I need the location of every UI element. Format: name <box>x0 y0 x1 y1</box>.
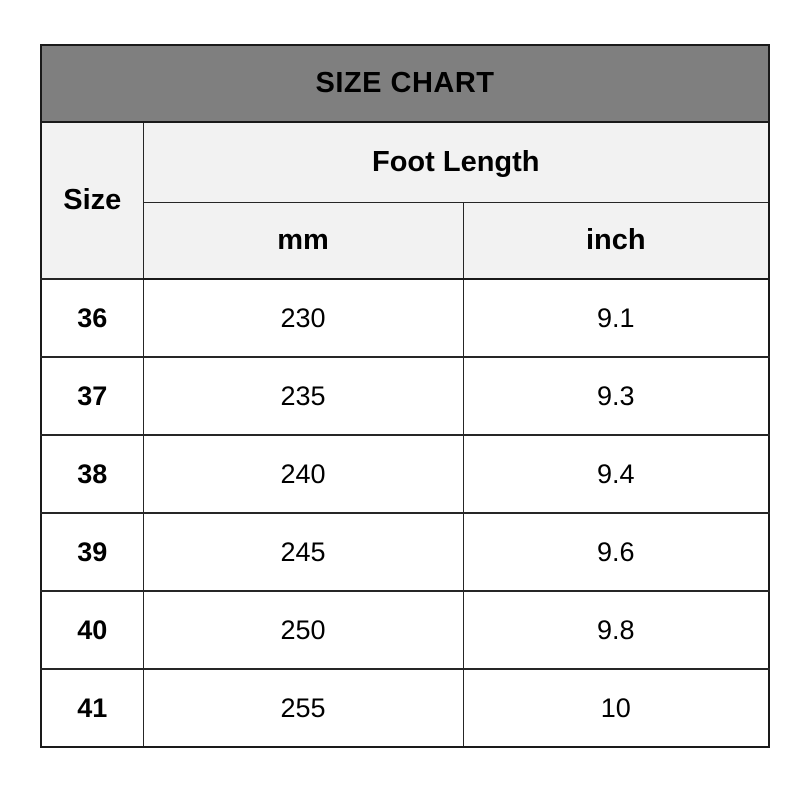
size-cell: 38 <box>40 434 144 514</box>
inch-cell: 9.8 <box>462 590 770 670</box>
table-row: 38 240 9.4 <box>40 434 770 514</box>
inch-cell: 10 <box>462 668 770 748</box>
inch-cell: 9.6 <box>462 512 770 592</box>
size-chart-table: SIZE CHART Size Foot Length mm inch 36 2… <box>40 44 771 748</box>
mm-cell: 250 <box>142 590 464 670</box>
inch-cell: 9.4 <box>462 434 770 514</box>
table-row: 41 255 10 <box>40 668 770 748</box>
table-row: 39 245 9.6 <box>40 512 770 592</box>
table-row: 40 250 9.8 <box>40 590 770 670</box>
header-row: Size Foot Length <box>40 121 770 280</box>
sub-header-row: mm inch <box>41 202 770 280</box>
inch-cell: 9.1 <box>462 278 770 358</box>
inch-column-header: inch <box>462 202 770 280</box>
title-row: SIZE CHART <box>40 44 770 123</box>
foot-length-header: Foot Length <box>142 121 770 203</box>
mm-cell: 230 <box>142 278 464 358</box>
mm-cell: 255 <box>142 668 464 748</box>
size-column-header: Size <box>40 121 144 280</box>
inch-cell: 9.3 <box>462 356 770 436</box>
table-row: 37 235 9.3 <box>40 356 770 436</box>
size-cell: 36 <box>40 278 144 358</box>
size-cell: 39 <box>40 512 144 592</box>
table-title: SIZE CHART <box>40 44 770 123</box>
mm-cell: 245 <box>142 512 464 592</box>
size-cell: 40 <box>40 590 144 670</box>
mm-cell: 235 <box>142 356 464 436</box>
size-cell: 37 <box>40 356 144 436</box>
size-cell: 41 <box>40 668 144 748</box>
mm-column-header: mm <box>142 202 464 280</box>
table-row: 36 230 9.1 <box>40 278 770 358</box>
mm-cell: 240 <box>142 434 464 514</box>
